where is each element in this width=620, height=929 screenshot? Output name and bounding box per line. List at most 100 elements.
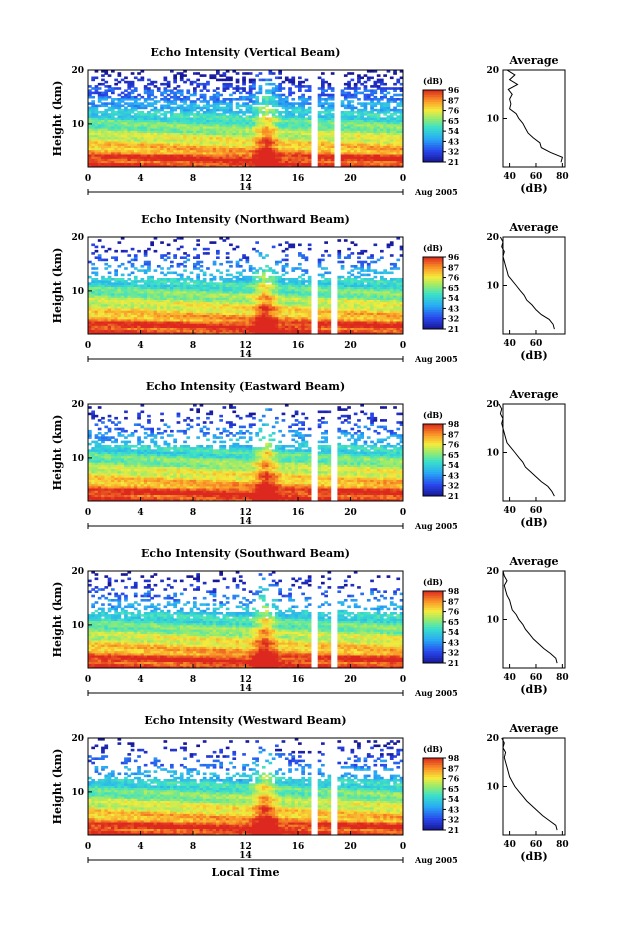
heatmap-cell bbox=[294, 123, 299, 127]
heatmap-cell bbox=[166, 154, 171, 157]
heatmap-cell bbox=[222, 126, 227, 129]
heatmap-cell bbox=[176, 318, 181, 322]
heatmap-cell bbox=[91, 308, 95, 311]
heatmap-cell bbox=[206, 89, 210, 92]
heatmap-cell bbox=[235, 119, 240, 123]
heatmap-cell bbox=[199, 156, 204, 159]
heatmap-cell bbox=[245, 134, 250, 138]
heatmap-cell bbox=[166, 147, 171, 151]
heatmap-cell bbox=[120, 111, 125, 114]
heatmap-cell bbox=[124, 303, 128, 307]
heatmap-cell bbox=[170, 100, 174, 103]
heatmap-cell bbox=[137, 325, 141, 328]
heatmap-cell bbox=[363, 123, 368, 127]
heatmap-cell bbox=[173, 130, 177, 133]
heatmap-cell bbox=[216, 136, 220, 140]
heatmap-cell bbox=[307, 128, 312, 131]
heatmap-cell bbox=[225, 156, 230, 159]
heatmap-cell bbox=[173, 93, 177, 97]
heatmap-cell bbox=[176, 149, 181, 153]
heatmap-cell bbox=[163, 106, 168, 110]
heatmap-cell bbox=[399, 70, 404, 73]
heatmap-cell bbox=[127, 113, 132, 116]
heatmap-cell bbox=[124, 93, 128, 97]
heatmap-cell bbox=[153, 113, 158, 116]
heatmap-cell bbox=[117, 130, 122, 133]
heatmap-cell bbox=[396, 126, 401, 129]
heatmap-cell bbox=[340, 147, 345, 151]
heatmap-cell bbox=[202, 134, 207, 138]
heatmap-cell bbox=[160, 106, 164, 110]
heatmap-cell bbox=[212, 136, 217, 140]
heatmap-cell bbox=[153, 128, 158, 131]
heatmap-cell bbox=[133, 76, 138, 80]
heatmap-cell bbox=[166, 82, 171, 86]
heatmap-cell bbox=[196, 134, 200, 138]
heatmap-cell bbox=[173, 293, 177, 296]
heatmap-cell bbox=[176, 98, 181, 101]
heatmap-cell bbox=[88, 89, 92, 92]
heatmap-cell bbox=[143, 151, 148, 155]
heatmap-cell bbox=[284, 154, 289, 157]
heatmap-cell bbox=[120, 262, 125, 266]
heatmap-cell bbox=[330, 154, 335, 157]
heatmap-cell bbox=[114, 134, 118, 138]
heatmap-cell bbox=[196, 141, 200, 144]
heatmap-cell bbox=[366, 121, 371, 125]
heatmap-cell bbox=[193, 136, 197, 140]
heatmap-cell bbox=[396, 98, 401, 101]
heatmap-cell bbox=[170, 164, 174, 168]
heatmap-cell bbox=[173, 278, 177, 281]
heatmap-cell bbox=[255, 128, 259, 131]
heatmap-cell bbox=[380, 158, 384, 161]
heatmap-cell bbox=[370, 141, 374, 144]
heatmap-cell bbox=[163, 76, 168, 80]
heatmap-cell bbox=[111, 308, 115, 311]
heatmap-cell bbox=[291, 162, 296, 166]
heatmap-cell bbox=[137, 106, 141, 110]
heatmap-cell bbox=[94, 297, 99, 300]
heatmap-cell bbox=[288, 119, 292, 123]
heatmap-cell bbox=[202, 74, 207, 77]
heatmap-cell bbox=[160, 271, 164, 275]
heatmap-cell bbox=[298, 132, 302, 136]
heatmap-cell bbox=[117, 303, 122, 307]
heatmap-cell bbox=[120, 327, 125, 331]
heatmap-cell bbox=[350, 95, 355, 99]
heatmap-cell bbox=[163, 290, 168, 294]
heatmap-cell bbox=[179, 74, 184, 77]
heatmap-cell bbox=[156, 132, 161, 136]
heatmap-cell bbox=[186, 130, 191, 133]
heatmap-cell bbox=[298, 143, 302, 146]
heatmap-cell bbox=[166, 323, 171, 326]
heatmap-cell bbox=[173, 91, 177, 95]
heatmap-cell bbox=[193, 301, 197, 305]
heatmap-cell bbox=[399, 134, 404, 138]
heatmap-cell bbox=[183, 98, 187, 101]
heatmap-cell bbox=[111, 98, 115, 101]
heatmap-cell bbox=[245, 91, 250, 95]
heatmap-cell bbox=[170, 286, 174, 290]
heatmap-cell bbox=[107, 162, 112, 166]
heatmap-cells bbox=[88, 237, 404, 335]
heatmap-cell bbox=[117, 151, 122, 155]
heatmap-cell bbox=[170, 306, 174, 309]
heatmap-cell bbox=[170, 108, 174, 112]
heatmap-cell bbox=[291, 98, 296, 101]
heatmap-cell bbox=[101, 132, 105, 136]
heatmap-cell bbox=[271, 143, 276, 146]
heatmap-cell bbox=[91, 104, 95, 108]
heatmap-cell bbox=[189, 293, 194, 296]
heatmap-cell bbox=[104, 91, 109, 95]
heatmap-cell bbox=[196, 117, 200, 120]
heatmap-cell bbox=[321, 136, 325, 140]
heatmap-cell bbox=[97, 95, 102, 99]
heatmap-cell bbox=[261, 134, 266, 138]
heatmap-cell bbox=[186, 134, 191, 138]
heatmap-cell bbox=[186, 286, 191, 290]
heatmap-cell bbox=[91, 295, 95, 298]
heatmap-cell bbox=[366, 130, 371, 133]
heatmap-cell bbox=[399, 100, 404, 103]
heatmap-cell bbox=[124, 318, 128, 322]
heatmap-cell bbox=[265, 78, 269, 82]
